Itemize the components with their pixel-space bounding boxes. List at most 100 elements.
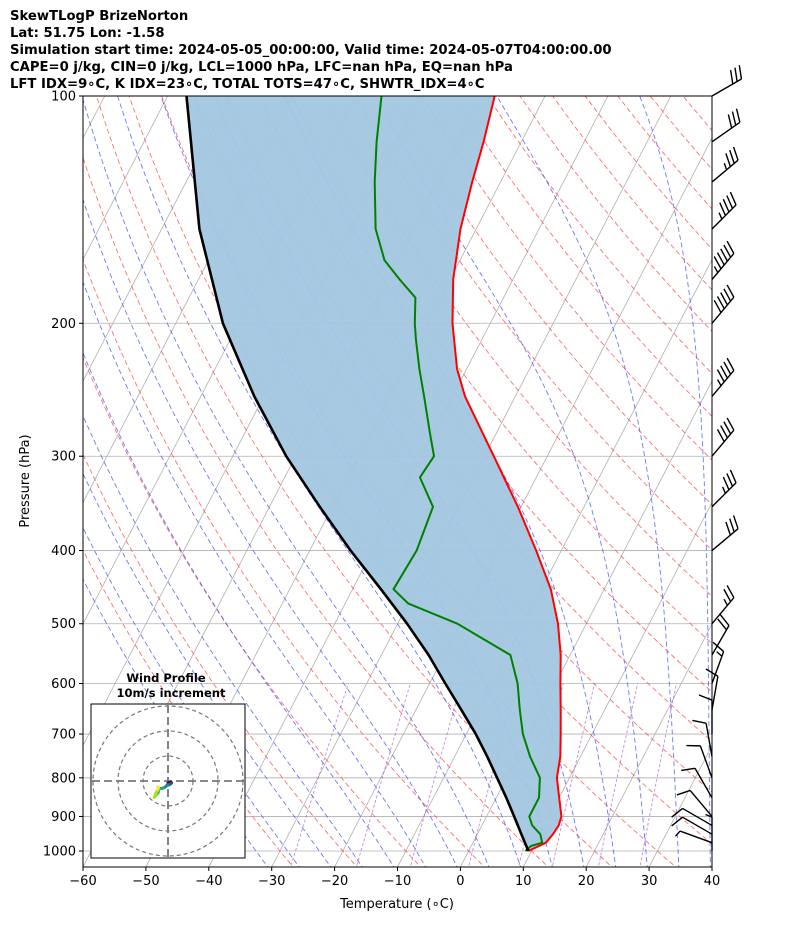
wind-barb	[711, 641, 725, 684]
barb-staff	[711, 159, 739, 183]
barb-flag	[713, 256, 722, 270]
barb-staff	[694, 767, 713, 799]
barb-flag	[726, 357, 735, 371]
hodograph-trace	[156, 785, 161, 790]
moist-adiabat	[83, 280, 427, 867]
barb-half-flag	[718, 212, 723, 220]
barb-flag	[726, 417, 735, 431]
dry-adiabat	[649, 96, 712, 170]
wind-barb	[686, 744, 713, 779]
barb-staff	[711, 482, 737, 508]
barb-flag	[720, 292, 729, 306]
barb-flag	[723, 361, 732, 375]
mixing-ratio-line	[639, 683, 677, 867]
dry-adiabat	[291, 96, 712, 645]
barb-flag	[716, 369, 725, 383]
barb-staff	[711, 369, 735, 397]
chart-title: SkewTLogP BrizeNorton	[10, 9, 189, 24]
y-tick-label: 400	[51, 544, 76, 559]
barb-flag	[712, 641, 725, 653]
barb-flag	[723, 244, 732, 258]
wind-barb	[711, 357, 735, 397]
wind-barb	[711, 284, 735, 324]
moist-adiabat	[83, 414, 363, 867]
barb-half-flag	[721, 486, 727, 494]
wind-barb	[676, 789, 713, 817]
moist-adiabat	[83, 351, 395, 867]
barb-flag	[723, 421, 732, 435]
x-tick-label: 40	[704, 874, 721, 889]
barb-flag	[726, 585, 735, 599]
x-axis-label: Temperature (∘C)	[339, 897, 454, 912]
barb-flag	[732, 146, 739, 161]
barb-flag	[727, 114, 733, 129]
moist-adiabat	[117, 96, 522, 867]
y-tick-label: 700	[51, 728, 76, 743]
inset-title: Wind Profile	[126, 671, 206, 685]
wind-barb	[711, 585, 735, 625]
barb-flag	[681, 767, 696, 772]
barb-staff	[711, 204, 737, 230]
barb-flag	[705, 668, 719, 677]
wind-barb	[711, 108, 741, 143]
barb-flag	[671, 816, 683, 827]
barb-half-flag	[723, 162, 728, 171]
dry-adiabat	[83, 258, 486, 867]
barb-flag	[726, 240, 735, 254]
barb-flag	[720, 425, 729, 439]
wind-barb	[711, 515, 739, 552]
barb-flag	[720, 248, 729, 262]
time-line: Simulation start time: 2024-05-05_00:00:…	[10, 43, 612, 58]
moist-adiabat	[83, 198, 458, 867]
barb-staff	[711, 78, 742, 97]
isotherm	[83, 96, 169, 261]
dry-adiabat	[83, 156, 549, 867]
barb-staff	[711, 121, 741, 143]
mixing-ratio-line	[551, 683, 595, 867]
barb-staff	[689, 789, 713, 817]
x-tick-label: 0	[456, 874, 464, 889]
wind-barb	[705, 668, 719, 710]
dry-adiabat	[96, 96, 613, 867]
barb-flag	[716, 296, 725, 310]
barb-staff	[705, 723, 713, 757]
barb-flag	[723, 288, 732, 302]
wind-barb	[711, 65, 743, 97]
x-tick-label: −40	[195, 874, 222, 889]
location-line: Lat: 51.75 Lon: -1.58	[10, 26, 165, 41]
barb-half-flag	[713, 266, 719, 273]
barb-flag	[716, 429, 725, 443]
wind-barb	[671, 816, 713, 835]
barb-flag	[732, 515, 739, 529]
barb-flag	[738, 65, 743, 80]
moist-adiabat	[83, 472, 332, 867]
wind-barb	[671, 807, 713, 827]
barb-flag	[717, 618, 728, 631]
mixing-ratio-line	[409, 683, 462, 867]
barb-staff	[711, 252, 735, 280]
dry-adiabat	[682, 96, 712, 132]
barb-flag	[725, 153, 732, 167]
dry-adiabat	[83, 549, 294, 867]
barb-flag	[729, 518, 735, 533]
wind-barb	[711, 614, 730, 656]
y-tick-label: 500	[51, 617, 76, 632]
barb-flag	[719, 202, 727, 216]
wind-barb	[711, 191, 737, 230]
dry-adiabat	[454, 96, 712, 417]
y-tick-label: 800	[51, 771, 76, 786]
barb-flag	[726, 284, 735, 298]
barb-flag	[692, 719, 707, 724]
isotherm	[522, 501, 712, 867]
barb-flag	[713, 299, 722, 313]
wind-barb	[711, 146, 739, 183]
wind-barb	[692, 719, 713, 757]
parcel-profile	[185, 96, 530, 852]
barb-staff	[711, 651, 725, 684]
isotherm	[773, 79, 794, 870]
x-tick-label: −10	[384, 874, 411, 889]
indices-line: LFT IDX=9∘C, K IDX=23∘C, TOTAL TOTS=47∘C…	[10, 77, 485, 92]
wind-barb	[711, 240, 735, 280]
isotherm	[711, 866, 712, 867]
